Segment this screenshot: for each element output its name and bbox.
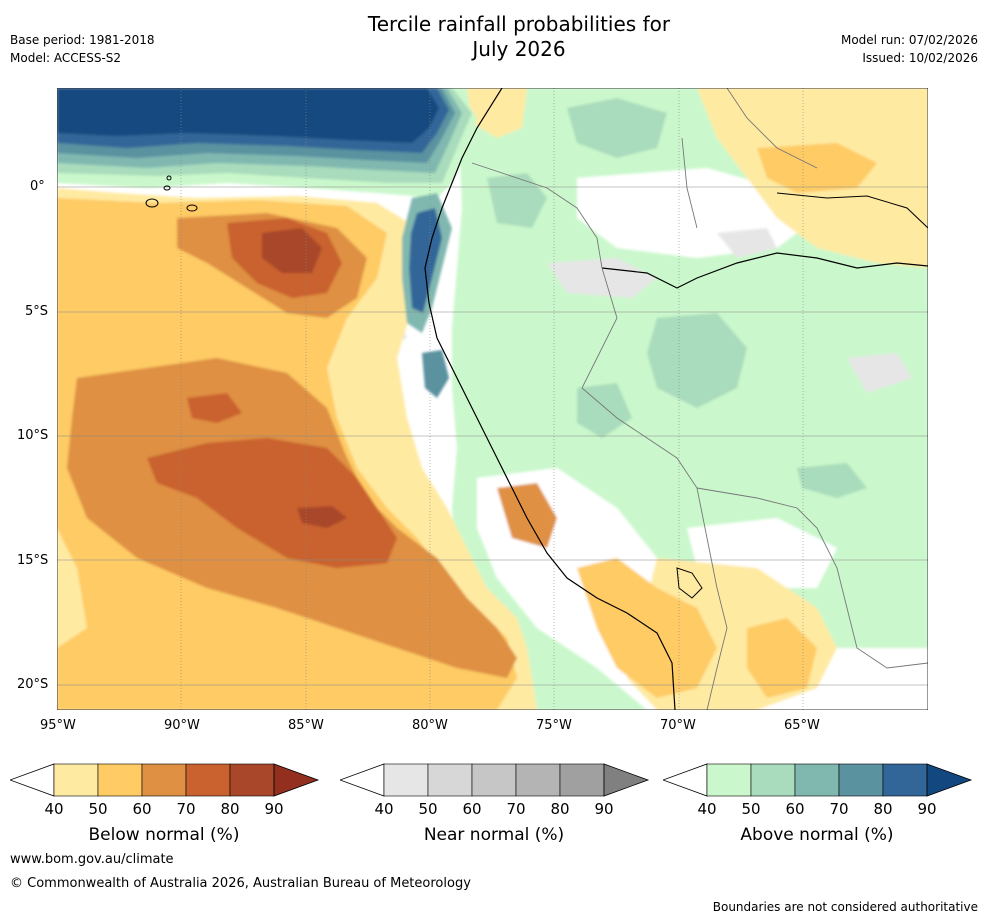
colorbar-tick-label: 70 xyxy=(506,800,526,818)
colorbar-tick-label: 50 xyxy=(741,800,761,818)
colorbar-swatch xyxy=(838,763,884,797)
lon-tick-80w: 80°W xyxy=(412,718,448,733)
colorbar-swatch xyxy=(706,763,752,797)
colorbar-swatch xyxy=(383,763,429,797)
title-line-1: Tercile rainfall probabilities for xyxy=(367,12,671,36)
colorbar-under-extension xyxy=(663,763,708,797)
colorbar-swatch xyxy=(185,763,231,797)
country-borders xyxy=(471,88,928,710)
issued-label: Issued: 10/02/2026 xyxy=(862,51,978,65)
lon-tick-75w: 75°W xyxy=(536,718,572,733)
near-normal-region xyxy=(847,353,912,393)
colorbar-under-extension xyxy=(10,763,55,797)
colorbar-swatch xyxy=(515,763,561,797)
colorbar-tick-label: 40 xyxy=(374,800,394,818)
colorbar-tick-label: 80 xyxy=(873,800,893,818)
colorbar-tick-label: 80 xyxy=(220,800,240,818)
colorbar-tick-label: 70 xyxy=(176,800,196,818)
colorbar-swatch xyxy=(53,763,99,797)
colorbar-tick-label: 60 xyxy=(132,800,152,818)
amazon-river xyxy=(601,252,928,289)
lake-titicaca xyxy=(676,567,703,599)
probability-shading xyxy=(57,88,928,710)
below-50-region xyxy=(747,618,817,698)
colorbar-tick-label: 80 xyxy=(550,800,570,818)
river-north xyxy=(776,192,928,229)
galapagos-islands xyxy=(145,175,198,212)
colorbar-swatch xyxy=(750,763,796,797)
lon-tick-85w: 85°W xyxy=(288,718,324,733)
map-title: Tercile rainfall probabilities for July … xyxy=(0,12,988,62)
colorbar-3 xyxy=(663,763,973,797)
below-60-region xyxy=(497,483,557,548)
colorbar-1 xyxy=(10,763,320,797)
above-90-ocean xyxy=(57,88,439,143)
model-run-label: Model run: 07/02/2026 xyxy=(840,33,978,47)
website-link[interactable]: www.bom.gov.au/climate xyxy=(10,852,174,867)
boundaries-disclaimer: Boundaries are not considered authoritat… xyxy=(712,900,978,914)
colorbar-tick-label: 40 xyxy=(44,800,64,818)
lat-tick-0: 0° xyxy=(30,179,45,194)
south-america-coastline xyxy=(424,88,676,710)
base-period-label: Base period: 1981-2018 xyxy=(10,33,155,47)
colorbar-swatch xyxy=(427,763,473,797)
colorbar-title: Near normal (%) xyxy=(423,825,565,845)
lon-tick-95w: 95°W xyxy=(40,718,76,733)
colorbar-tick-label: 40 xyxy=(697,800,717,818)
colorbar-swatch xyxy=(794,763,840,797)
below-70-region xyxy=(147,438,397,568)
colorbar-tick-label: 70 xyxy=(829,800,849,818)
colorbar-2 xyxy=(340,763,650,797)
above-50-region xyxy=(797,463,867,498)
colorbar-under-extension xyxy=(340,763,385,797)
colorbar-over-extension xyxy=(603,763,650,797)
title-line-2: July 2026 xyxy=(472,37,566,61)
colorbar-tick-label: 60 xyxy=(785,800,805,818)
copyright-notice: © Commonwealth of Australia 2026, Austra… xyxy=(10,876,471,891)
colorbar-tick-label: 50 xyxy=(418,800,438,818)
colorbar-swatch xyxy=(97,763,143,797)
colorbar-swatch xyxy=(229,763,275,797)
colorbar-title: Above normal (%) xyxy=(740,825,894,845)
colorbar-swatch xyxy=(471,763,517,797)
lat-tick-20s: 20°S xyxy=(17,677,49,692)
colorbar-tick-label: 90 xyxy=(594,800,614,818)
colorbar-tick-label: 90 xyxy=(917,800,937,818)
lat-tick-10s: 10°S xyxy=(17,428,49,443)
above-50-region xyxy=(567,98,667,158)
lon-tick-90w: 90°W xyxy=(164,718,200,733)
below-80-region xyxy=(262,228,322,273)
rainfall-probability-map xyxy=(57,88,928,710)
lat-tick-15s: 15°S xyxy=(17,553,49,568)
near-normal-region xyxy=(547,258,657,298)
near-normal-region xyxy=(717,228,777,258)
above-50-region xyxy=(577,383,632,438)
below-80-region xyxy=(297,506,347,528)
above-coastal-region xyxy=(422,350,449,398)
graticule xyxy=(57,88,928,710)
below-40-region xyxy=(467,88,527,138)
colorbar-swatch xyxy=(559,763,605,797)
above-50-region xyxy=(647,313,747,408)
below-50-region xyxy=(577,558,717,698)
colorbar-tick-label: 90 xyxy=(264,800,284,818)
colorbar-over-extension xyxy=(273,763,320,797)
colorbar-tick-label: 60 xyxy=(462,800,482,818)
below-70-region xyxy=(187,393,242,423)
colorbar-title: Below normal (%) xyxy=(88,825,240,845)
lat-tick-5s: 5°S xyxy=(25,304,49,319)
lon-tick-65w: 65°W xyxy=(784,718,820,733)
lon-tick-70w: 70°W xyxy=(660,718,696,733)
colorbar-swatch xyxy=(141,763,187,797)
colorbar-over-extension xyxy=(926,763,973,797)
colorbar-swatch xyxy=(882,763,928,797)
model-label: Model: ACCESS-S2 xyxy=(10,51,122,65)
colorbar-tick-label: 50 xyxy=(88,800,108,818)
